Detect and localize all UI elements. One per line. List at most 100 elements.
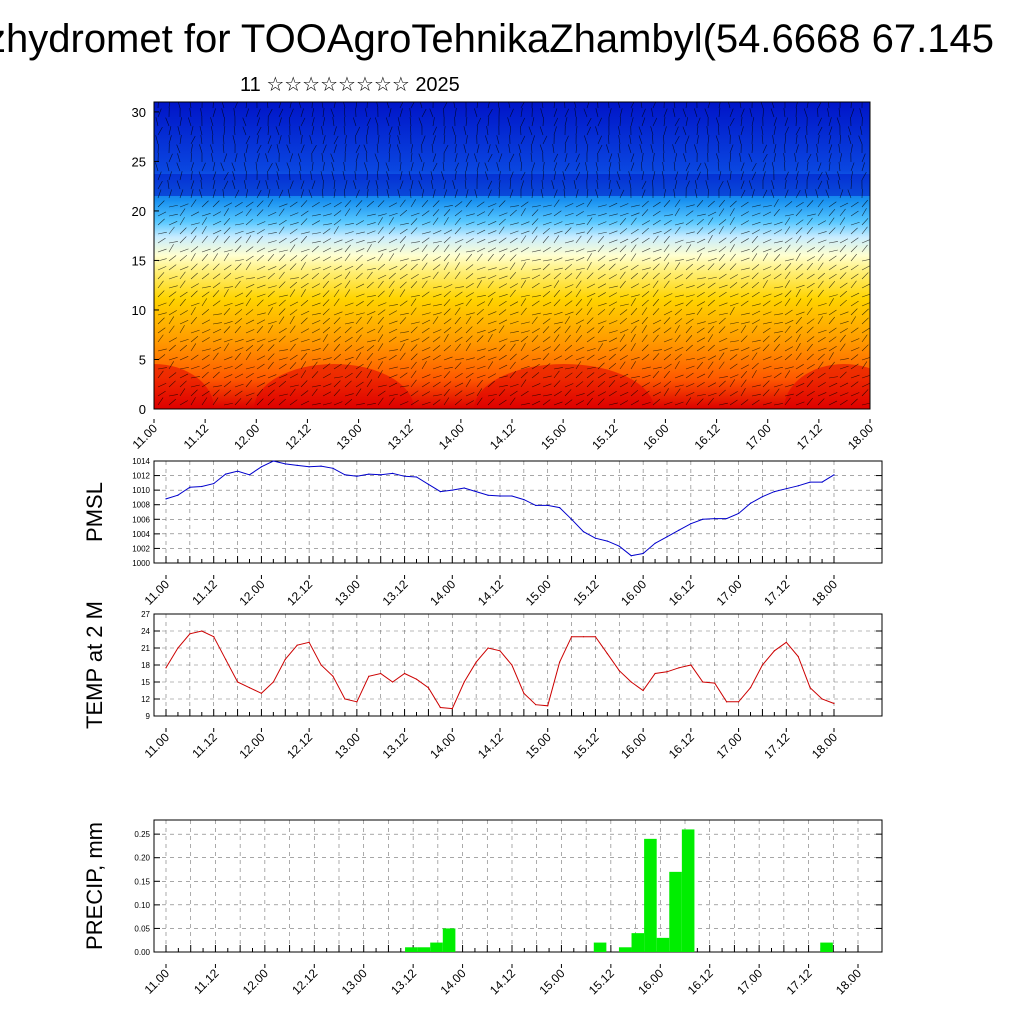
wind-barb <box>223 253 229 262</box>
wind-barb <box>850 381 859 388</box>
wind-barb <box>751 189 755 199</box>
wind-barb <box>641 227 649 235</box>
wind-barb <box>772 135 775 145</box>
pmsl-point <box>332 467 334 469</box>
wind-barb <box>685 263 694 271</box>
wind-barb <box>661 171 665 181</box>
wind-barb <box>751 291 760 298</box>
wind-barb <box>267 325 273 334</box>
heatmap-xtick-label: 16.12 <box>692 421 723 452</box>
wind-barb <box>619 303 629 307</box>
wind-barb <box>652 399 661 406</box>
wind-barb <box>839 343 846 352</box>
wind-barb <box>421 162 425 172</box>
wind-barb <box>564 153 568 163</box>
wind-barb <box>157 143 159 154</box>
wind-barb <box>366 241 376 244</box>
wind-barb <box>783 153 786 163</box>
wind-barb <box>265 153 269 163</box>
wind-barb <box>542 291 551 298</box>
wind-barb <box>773 286 783 289</box>
wind-barb <box>773 388 780 397</box>
wind-barb <box>201 397 208 406</box>
wind-barb <box>520 247 529 253</box>
wind-barb <box>804 189 808 199</box>
wind-barb <box>828 162 831 172</box>
wind-barb <box>828 376 838 379</box>
wind-barb <box>256 108 261 118</box>
heatmap-ytick-label: 0 <box>139 402 146 417</box>
wind-barb <box>619 238 629 244</box>
wind-barb <box>300 231 310 235</box>
wind-barb <box>586 189 589 199</box>
wind-barb <box>333 102 336 109</box>
wind-barb <box>672 108 676 118</box>
wind-barb <box>795 383 805 388</box>
wind-barb <box>344 180 348 190</box>
wind-barb <box>707 228 716 235</box>
wind-barb <box>421 327 430 334</box>
wind-barb <box>443 217 449 226</box>
wind-barb <box>355 370 362 379</box>
wind-barb <box>740 180 745 190</box>
wind-barb <box>212 290 220 298</box>
wind-barb <box>520 221 530 226</box>
wind-barb <box>168 221 178 226</box>
wind-barb <box>773 254 781 262</box>
wind-barb <box>595 162 599 172</box>
wind-barb <box>751 347 761 352</box>
wind-barb <box>322 280 329 289</box>
wind-barb <box>388 382 398 388</box>
wind-barb <box>443 244 450 253</box>
pmsl-point <box>726 517 728 520</box>
wind-barb <box>278 237 287 244</box>
wind-barb <box>476 144 480 154</box>
wind-barb <box>201 309 210 316</box>
wind-barb <box>850 363 859 370</box>
wind-barb <box>300 300 309 307</box>
wind-barb <box>783 108 786 118</box>
wind-barb <box>553 126 557 136</box>
wind-barb <box>652 353 660 361</box>
wind-barb <box>861 199 868 208</box>
wind-barb <box>223 264 232 271</box>
wind-barb <box>520 262 526 271</box>
wind-barb <box>234 309 243 316</box>
wind-barb <box>454 326 463 334</box>
wind-barb <box>201 329 211 334</box>
wind-barb <box>806 307 813 316</box>
temp-xtick-label: 11.00 <box>142 730 173 761</box>
wind-barb <box>300 210 309 217</box>
wind-barb <box>330 153 335 163</box>
heatmap-xtick-label: 15.00 <box>538 421 569 452</box>
wind-barb <box>542 246 551 253</box>
wind-barb <box>707 309 716 316</box>
wind-barb <box>190 283 199 289</box>
wind-barb <box>509 271 517 280</box>
wind-barb <box>190 246 199 253</box>
wind-barb <box>685 294 695 298</box>
wind-barb <box>839 311 849 316</box>
wind-barb <box>432 217 439 226</box>
wind-barb <box>652 153 655 163</box>
wind-barb <box>520 343 526 352</box>
pmsl-ytick-label: 1004 <box>132 530 150 539</box>
wind-barb <box>454 398 463 406</box>
wind-barb <box>674 294 684 298</box>
wind-barb <box>520 117 526 127</box>
wind-barb <box>674 153 677 163</box>
wind-barb <box>201 371 209 379</box>
wind-barb <box>454 316 461 325</box>
wind-barb <box>696 361 704 370</box>
wind-barb <box>223 343 229 352</box>
wind-barb <box>223 180 229 190</box>
wind-barb <box>751 272 759 280</box>
temp-point <box>726 701 728 703</box>
temp-point <box>284 658 286 660</box>
wind-barb <box>157 390 166 397</box>
wind-barb <box>728 102 731 109</box>
wind-barb <box>333 180 336 190</box>
wind-barb <box>784 180 787 190</box>
wind-barb <box>850 308 858 316</box>
wind-barb <box>528 126 533 136</box>
